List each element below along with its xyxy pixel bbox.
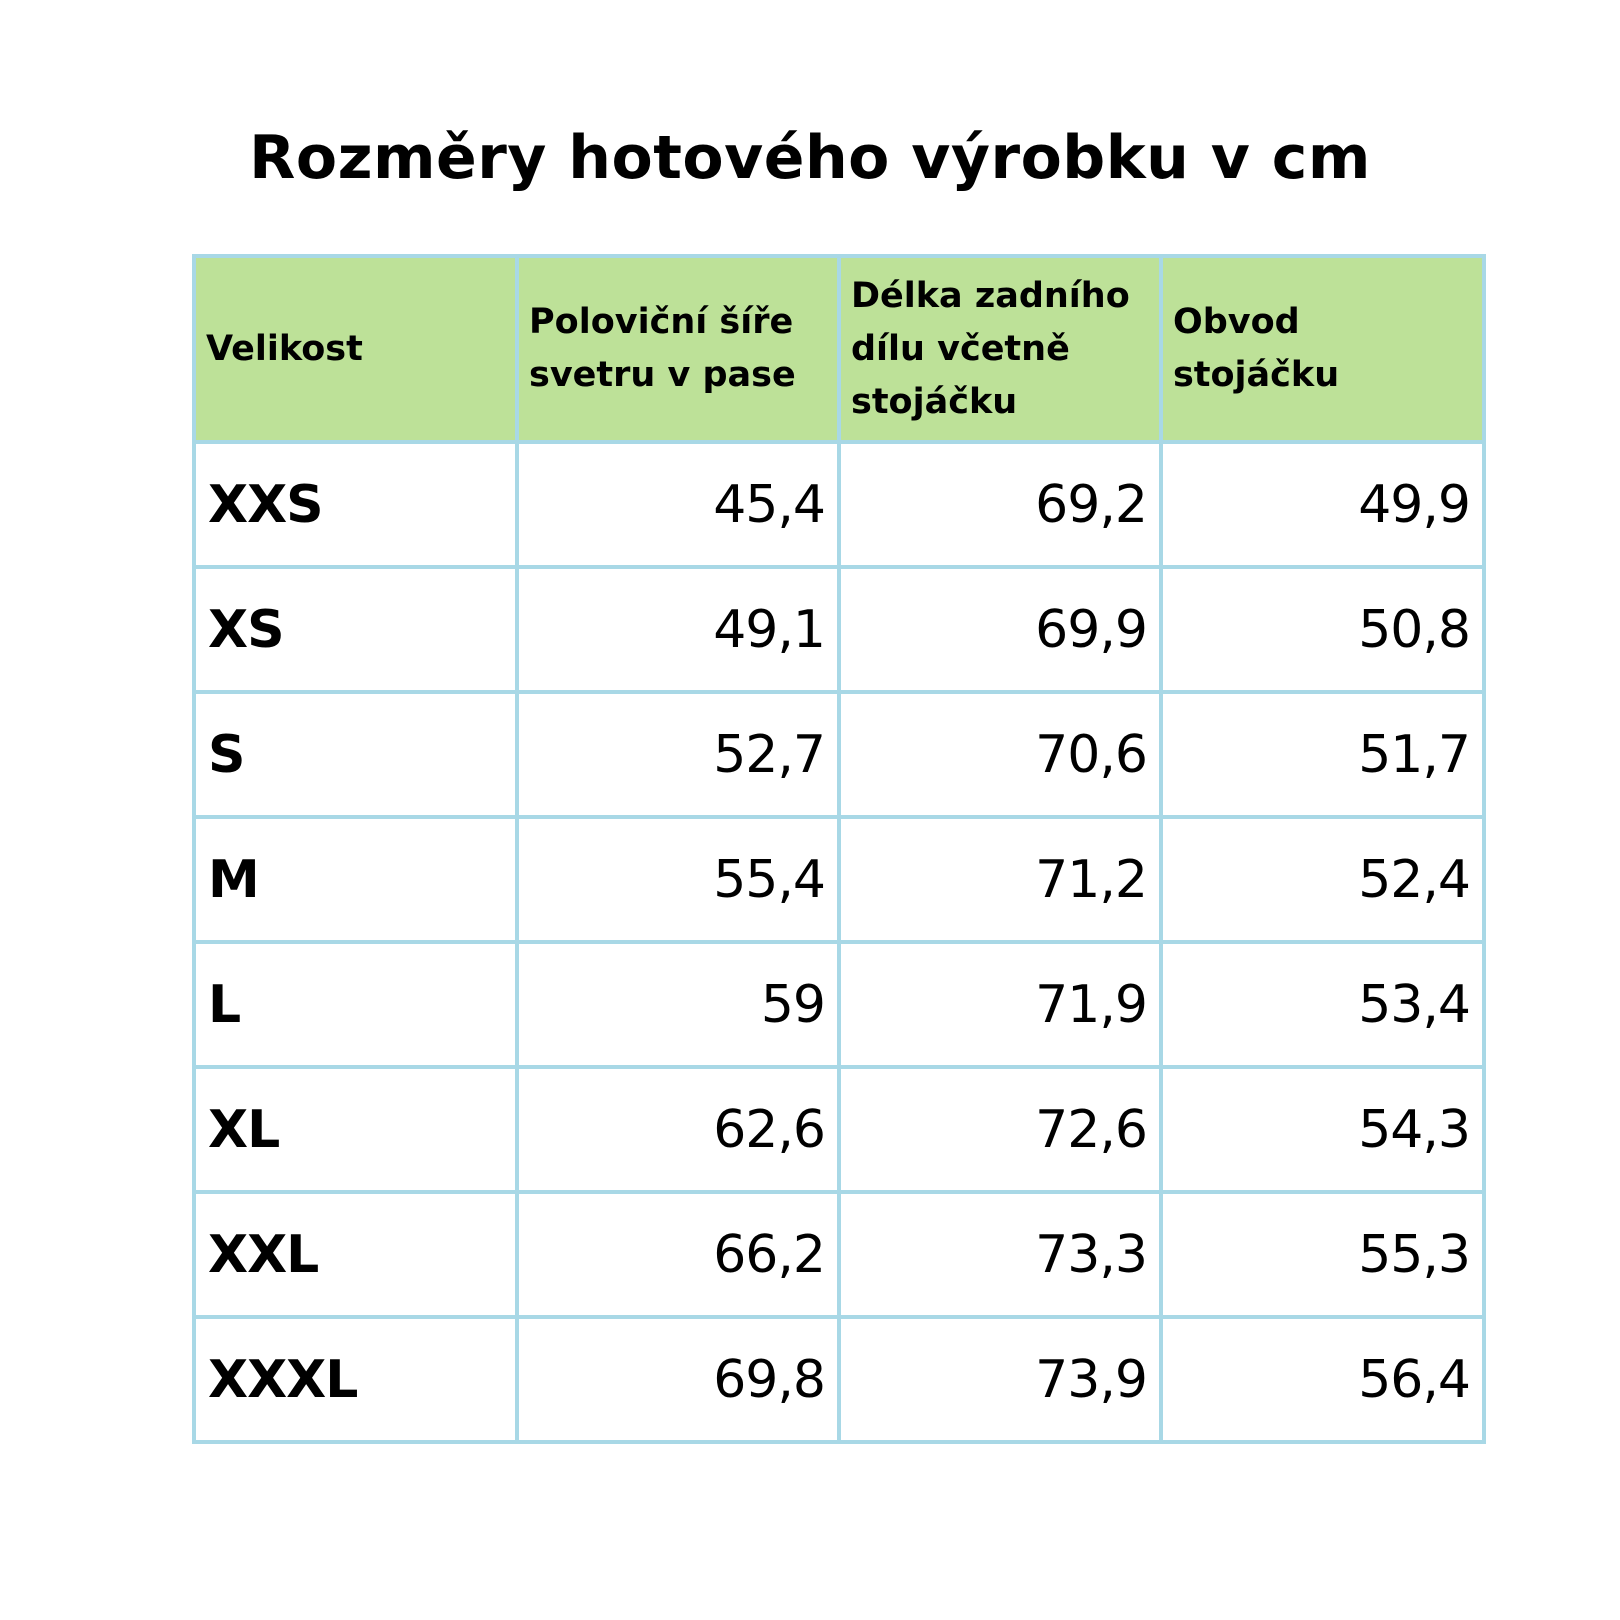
table-row: S 52,7 70,6 51,7 [191, 690, 1487, 819]
collar-circumference-cell: 52,4 [1158, 815, 1487, 944]
half-waist-width-cell: 45,4 [515, 440, 841, 569]
size-cell: XXS [191, 440, 520, 569]
header-row: Velikost Poloviční šíře svetru v pase Dé… [191, 254, 1487, 444]
page-title: Rozměry hotového výrobku v cm [249, 123, 1371, 193]
size-cell: XXL [191, 1190, 520, 1319]
collar-circumference-cell: 55,3 [1158, 1190, 1487, 1319]
header-size: Velikost [191, 254, 520, 444]
half-waist-width-cell: 66,2 [515, 1190, 841, 1319]
back-length-cell: 69,2 [836, 440, 1163, 569]
collar-circumference-cell: 53,4 [1158, 940, 1487, 1069]
table-row: XL 62,6 72,6 54,3 [191, 1065, 1487, 1194]
size-cell: S [191, 690, 520, 819]
collar-circumference-cell: 49,9 [1158, 440, 1487, 569]
half-waist-width-cell: 55,4 [515, 815, 841, 944]
size-cell: M [191, 815, 520, 944]
collar-circumference-cell: 51,7 [1158, 690, 1487, 819]
size-cell: XXXL [191, 1315, 520, 1444]
size-table-header: Velikost Poloviční šíře svetru v pase Dé… [191, 254, 1487, 444]
back-length-cell: 73,9 [836, 1315, 1163, 1444]
size-table: Velikost Poloviční šíře svetru v pase Dé… [191, 254, 1487, 1444]
table-row: M 55,4 71,2 52,4 [191, 815, 1487, 944]
size-table-body: XXS 45,4 69,2 49,9 XS 49,1 69,9 50,8 S 5… [191, 440, 1487, 1444]
half-waist-width-cell: 69,8 [515, 1315, 841, 1444]
table-row: L 59 71,9 53,4 [191, 940, 1487, 1069]
half-waist-width-cell: 62,6 [515, 1065, 841, 1194]
collar-circumference-cell: 54,3 [1158, 1065, 1487, 1194]
size-cell: XL [191, 1065, 520, 1194]
half-waist-width-cell: 59 [515, 940, 841, 1069]
back-length-cell: 71,9 [836, 940, 1163, 1069]
back-length-cell: 72,6 [836, 1065, 1163, 1194]
size-cell: XS [191, 565, 520, 694]
back-length-cell: 73,3 [836, 1190, 1163, 1319]
collar-circumference-cell: 56,4 [1158, 1315, 1487, 1444]
table-row: XXL 66,2 73,3 55,3 [191, 1190, 1487, 1319]
header-collar-circumference: Obvod stojáčku [1158, 254, 1487, 444]
size-cell: L [191, 940, 520, 1069]
table-row: XXXL 69,8 73,9 56,4 [191, 1315, 1487, 1444]
header-back-length: Délka zadního dílu včetně stojáčku [836, 254, 1163, 444]
back-length-cell: 70,6 [836, 690, 1163, 819]
back-length-cell: 69,9 [836, 565, 1163, 694]
half-waist-width-cell: 52,7 [515, 690, 841, 819]
table-row: XS 49,1 69,9 50,8 [191, 565, 1487, 694]
table-row: XXS 45,4 69,2 49,9 [191, 440, 1487, 569]
collar-circumference-cell: 50,8 [1158, 565, 1487, 694]
half-waist-width-cell: 49,1 [515, 565, 841, 694]
back-length-cell: 71,2 [836, 815, 1163, 944]
header-half-waist-width: Poloviční šíře svetru v pase [515, 254, 841, 444]
